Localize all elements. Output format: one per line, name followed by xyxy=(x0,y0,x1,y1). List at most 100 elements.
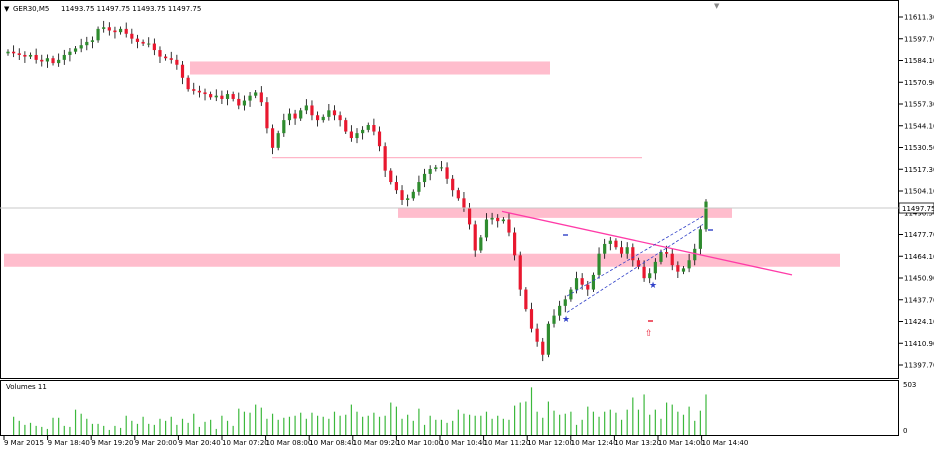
channel-line xyxy=(566,224,704,313)
x-tick-label: 10 Mar 14:00 xyxy=(658,439,705,447)
demand-zone xyxy=(4,253,840,267)
bear-candle xyxy=(619,247,624,254)
bull-candle xyxy=(569,289,573,300)
bull-candle xyxy=(118,28,123,33)
bull-candle xyxy=(327,110,331,117)
bear-candle xyxy=(186,77,190,90)
bull-candle xyxy=(434,167,438,170)
bear-candle xyxy=(642,266,646,279)
bear-candle xyxy=(636,260,641,267)
bull-candle xyxy=(96,28,100,41)
bear-candle xyxy=(462,198,466,209)
bear-candle xyxy=(445,167,449,179)
y-tick-label: 11397.70 xyxy=(904,362,934,370)
current-price-box xyxy=(898,202,934,214)
bull-candle xyxy=(45,58,50,62)
bear-candle xyxy=(332,110,337,116)
zones-layer xyxy=(4,61,840,267)
bear-candle xyxy=(664,252,669,254)
bull-candle xyxy=(6,51,10,54)
x-tick-label: 10 Mar 09:20 xyxy=(353,439,400,447)
y-tick-label: 11437.70 xyxy=(904,296,934,304)
bear-candle xyxy=(377,131,382,147)
bear-candle xyxy=(231,94,235,99)
bear-candle xyxy=(631,247,635,261)
bull-candle xyxy=(411,191,415,199)
bear-candle xyxy=(529,309,534,329)
bull-candle xyxy=(366,125,370,130)
bear-candle xyxy=(175,59,179,65)
bear-candle xyxy=(135,38,140,42)
bear-candle xyxy=(141,41,145,44)
bear-candle xyxy=(586,284,590,290)
y-axis: 11611.30 11597.70 11584.10 11570.90 11557.30… xyxy=(899,14,934,370)
y-tick-label: 11584.10 xyxy=(904,57,934,65)
bear-candle xyxy=(192,89,196,91)
bull-candle xyxy=(653,261,657,274)
bear-candle xyxy=(496,217,500,222)
main-pane-frame xyxy=(0,0,899,379)
bull-candle xyxy=(225,94,230,99)
y-tick-label: 11570.90 xyxy=(904,79,934,87)
candles-layer xyxy=(6,20,708,362)
bull-candle xyxy=(287,113,292,121)
bear-candle xyxy=(513,232,517,256)
bear-candle xyxy=(349,131,353,139)
bull-candle xyxy=(299,110,303,119)
scroll-marker-icon[interactable]: ▼ xyxy=(714,2,720,10)
bear-candle xyxy=(265,102,269,129)
bull-candle xyxy=(62,54,66,60)
bear-candle xyxy=(315,115,320,121)
bear-candle xyxy=(130,33,134,39)
x-tick-label: 10 Mar 08:40 xyxy=(309,439,356,447)
bear-candle xyxy=(344,120,348,132)
bull-candle xyxy=(484,219,489,238)
bear-candle xyxy=(541,341,545,355)
bear-candle xyxy=(372,125,376,132)
y-tick-label: 11504.10 xyxy=(904,188,934,196)
bull-candle xyxy=(417,182,421,192)
x-tick-label: 10 Mar 11:20 xyxy=(484,439,531,447)
bull-candle xyxy=(73,48,78,52)
x-tick-label: 9 Mar 2015 xyxy=(4,439,44,447)
y-tick-label: 11464.10 xyxy=(904,253,934,261)
bear-candle xyxy=(12,51,16,54)
header-dropdown-icon[interactable]: ▼ xyxy=(4,5,10,13)
up-arrow-icon: ⇧ xyxy=(645,329,653,339)
bull-candle xyxy=(147,43,151,45)
y-tick-label: 11517.30 xyxy=(904,166,934,174)
bear-candle xyxy=(164,56,168,59)
y-tick-label: 11557.30 xyxy=(904,101,934,109)
x-tick-label: 10 Mar 10:40 xyxy=(440,439,487,447)
bull-candle xyxy=(422,173,427,183)
bull-candle xyxy=(79,45,83,49)
x-tick-label: 9 Mar 18:40 xyxy=(48,439,90,447)
bear-candle xyxy=(400,190,404,200)
bull-candle xyxy=(439,167,444,169)
bear-candle xyxy=(310,105,314,116)
bear-candle xyxy=(389,170,393,183)
bull-candle xyxy=(68,51,72,55)
bull-candle xyxy=(276,133,280,148)
symbol-info: GER30,M5 xyxy=(13,5,49,13)
bull-candle xyxy=(57,59,61,64)
ohlc-values: 11493.75 11497.75 11493.75 11497.75 xyxy=(61,5,201,13)
bull-candle xyxy=(659,252,663,262)
bull-candle xyxy=(85,41,89,46)
bull-candle xyxy=(214,95,218,98)
bull-candle xyxy=(321,116,325,121)
bull-candle xyxy=(698,229,702,249)
supply-zone xyxy=(190,61,550,75)
bull-candle xyxy=(648,273,652,279)
bear-candle xyxy=(338,115,342,121)
x-tick-label: 9 Mar 19:20 xyxy=(91,439,133,447)
volume-pane-label: Volumes 11 xyxy=(6,383,47,391)
trendlines-layer xyxy=(501,210,793,322)
bull-candle xyxy=(282,120,286,134)
bear-candle xyxy=(614,240,618,248)
bull-candle xyxy=(603,243,607,254)
bull-candle xyxy=(406,198,410,200)
y-tick-label: 11450.90 xyxy=(904,275,934,283)
